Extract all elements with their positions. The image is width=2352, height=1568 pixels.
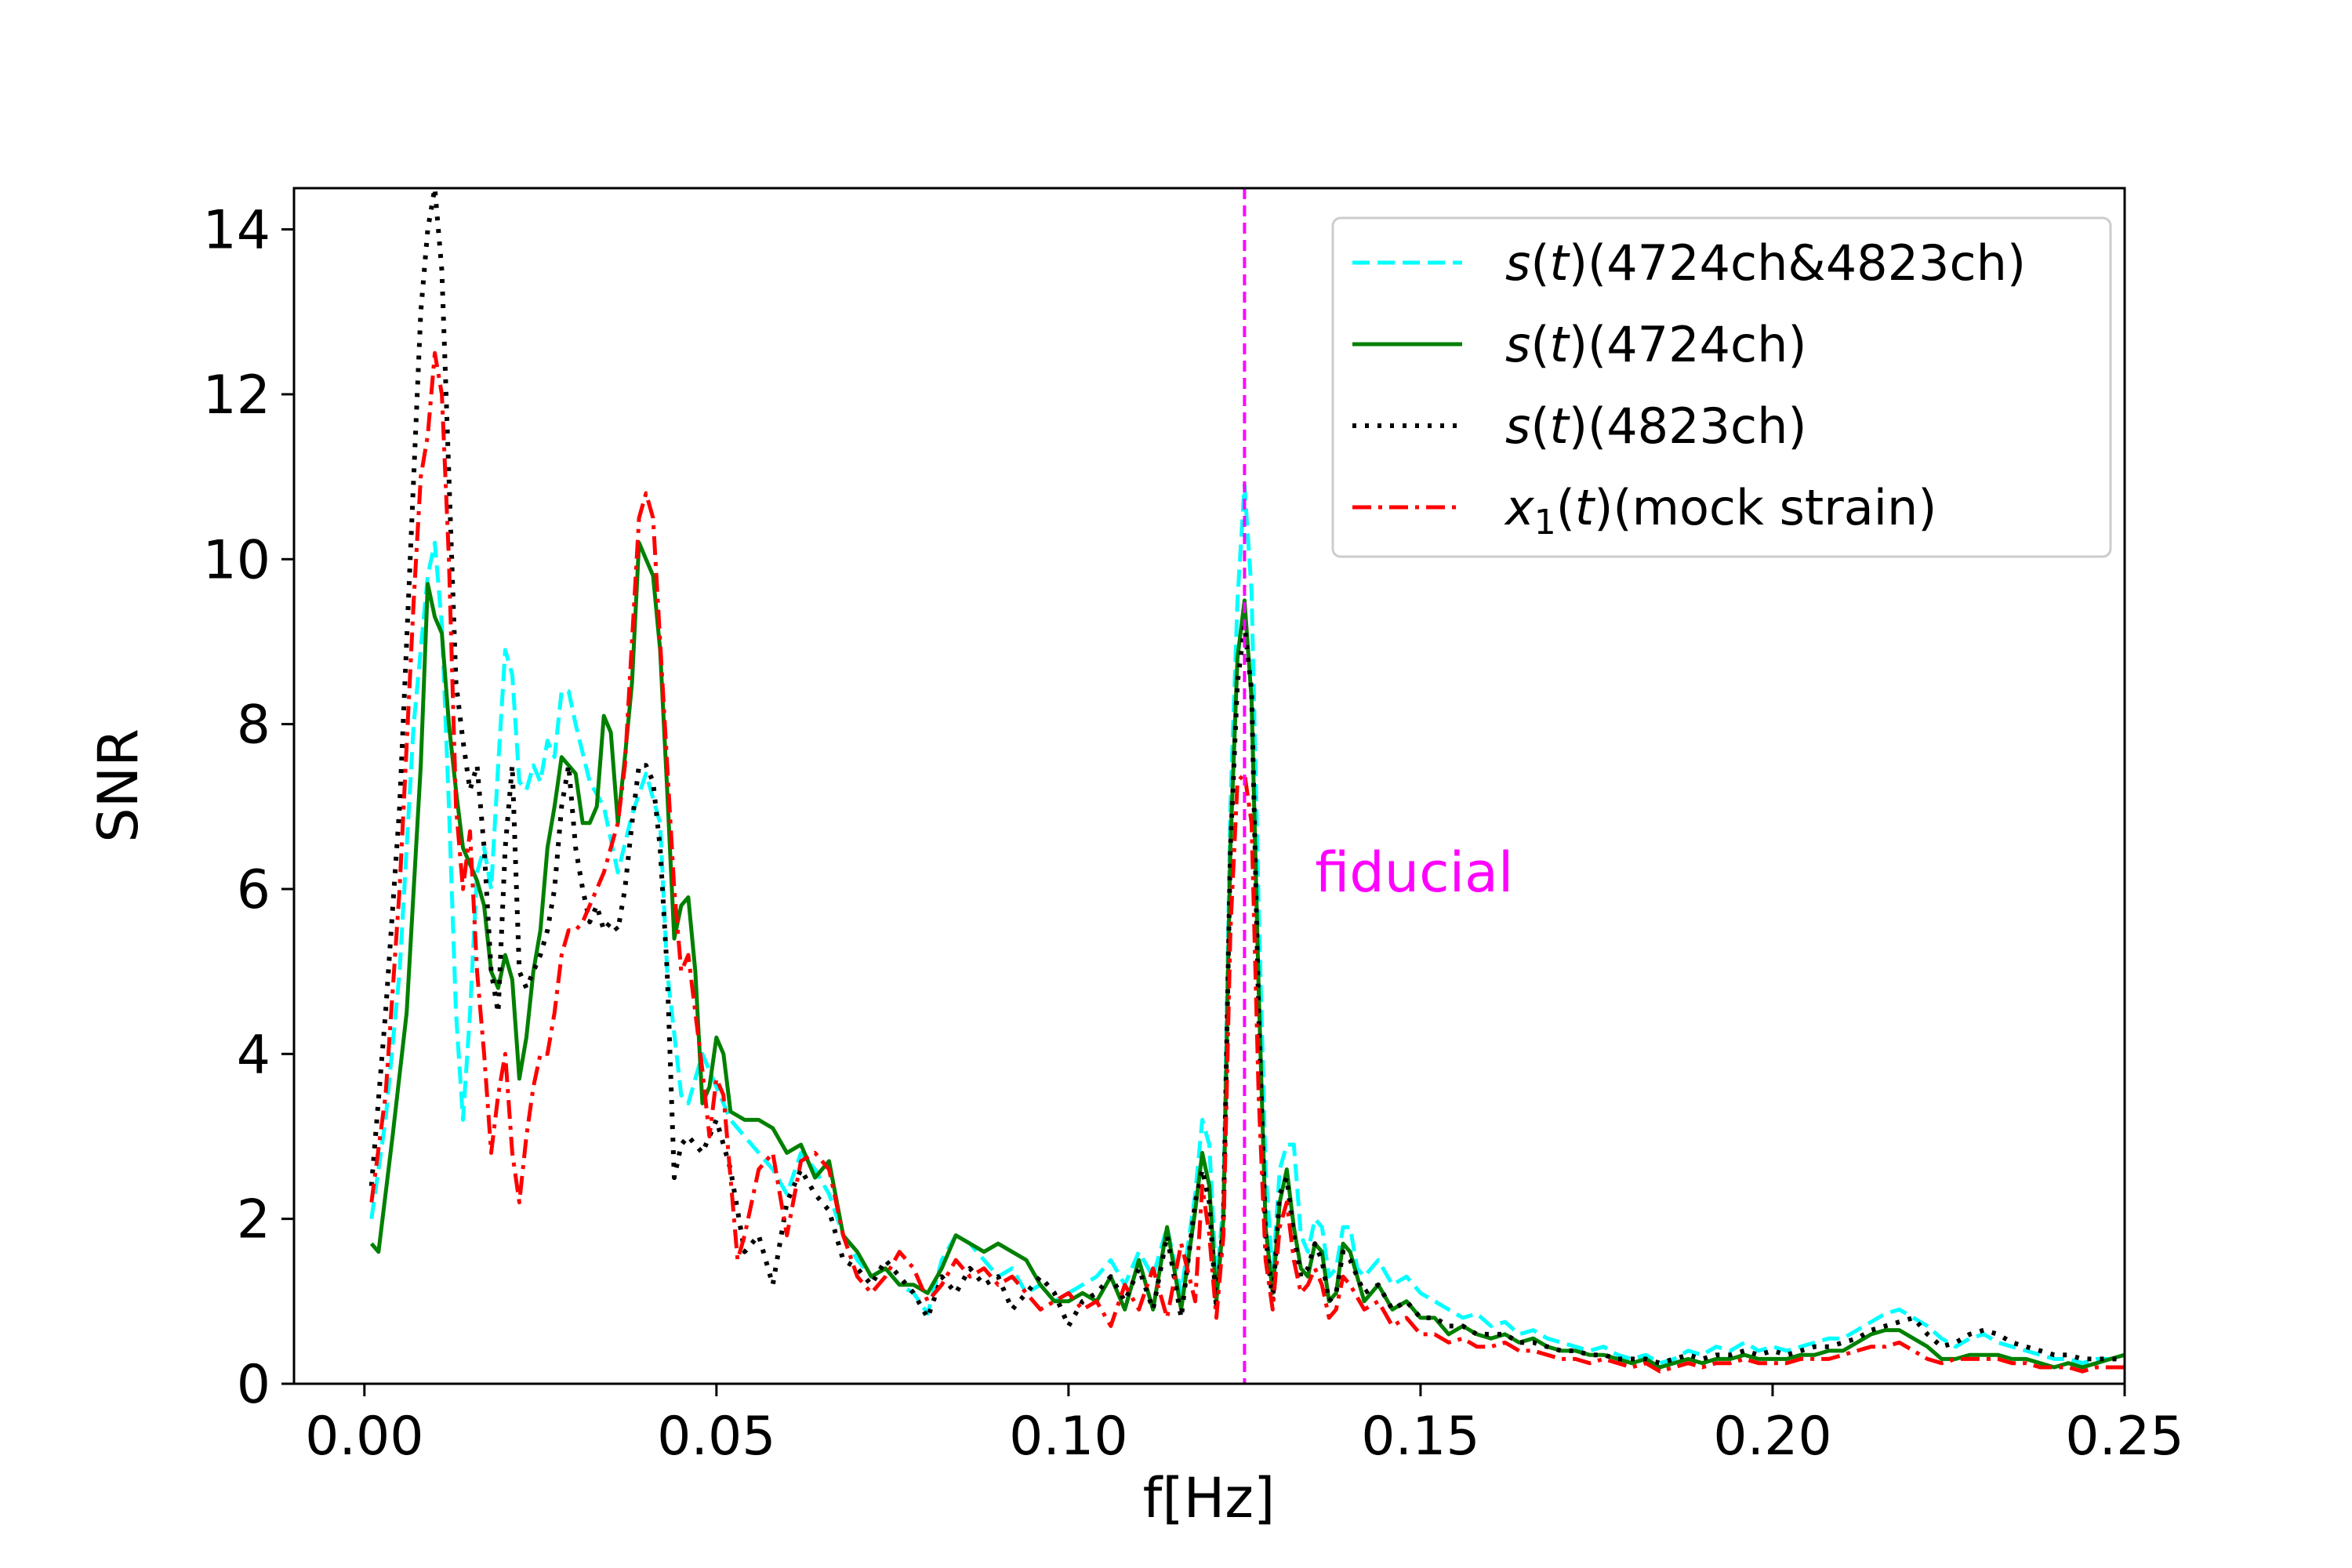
legend: s(t)(4724ch&4823ch) s(t)(4724ch) s(t)(4823…	[1331, 216, 2112, 558]
x-tick-label: 0.15	[1361, 1406, 1479, 1468]
y-tick-label: 12	[202, 365, 270, 426]
series-line-4	[369, 350, 2125, 1374]
legend-entries: s(t)(4724ch&4823ch) s(t)(4724ch) s(t)(4823…	[1352, 234, 2026, 543]
series-line-3	[368, 188, 2125, 1366]
x-tick-label: 0.00	[305, 1406, 423, 1468]
x-tick-label: 0.20	[1713, 1406, 1831, 1468]
x-axis-label: f[Hz]	[1143, 1466, 1276, 1530]
plot-frame	[292, 187, 2126, 1385]
y-axis-label: SNR	[86, 728, 151, 842]
series-layer	[368, 188, 2125, 1374]
legend-label: s(t)(4724ch&4823ch)	[1505, 234, 2026, 292]
legend-label: s(t)(4724ch)	[1505, 316, 1807, 373]
series-line-2	[369, 540, 2125, 1370]
legend-box	[1331, 216, 2112, 558]
y-tick-label: 14	[202, 200, 270, 262]
y-tick-label: 10	[202, 529, 270, 591]
x-tick-label: 0.10	[1009, 1406, 1127, 1468]
legend-label: s(t)(4823ch)	[1505, 397, 1807, 455]
x-tick-label: 0.25	[2065, 1406, 2183, 1468]
y-tick-label: 2	[237, 1189, 270, 1251]
legend-label: x1(t)(mock strain)	[1504, 479, 1936, 543]
y-axis: 0 2 4 6 8 10 12 14	[202, 200, 294, 1416]
y-tick-label: 4	[237, 1024, 270, 1086]
y-tick-label: 8	[237, 695, 270, 757]
y-tick-label: 0	[237, 1354, 270, 1416]
x-axis: 0.00 0.05 0.10 0.15 0.20 0.25	[305, 1384, 2184, 1468]
y-tick-label: 6	[237, 859, 270, 921]
fiducial-annotation: fiducial	[1315, 840, 1513, 905]
x-tick-label: 0.05	[657, 1406, 775, 1468]
